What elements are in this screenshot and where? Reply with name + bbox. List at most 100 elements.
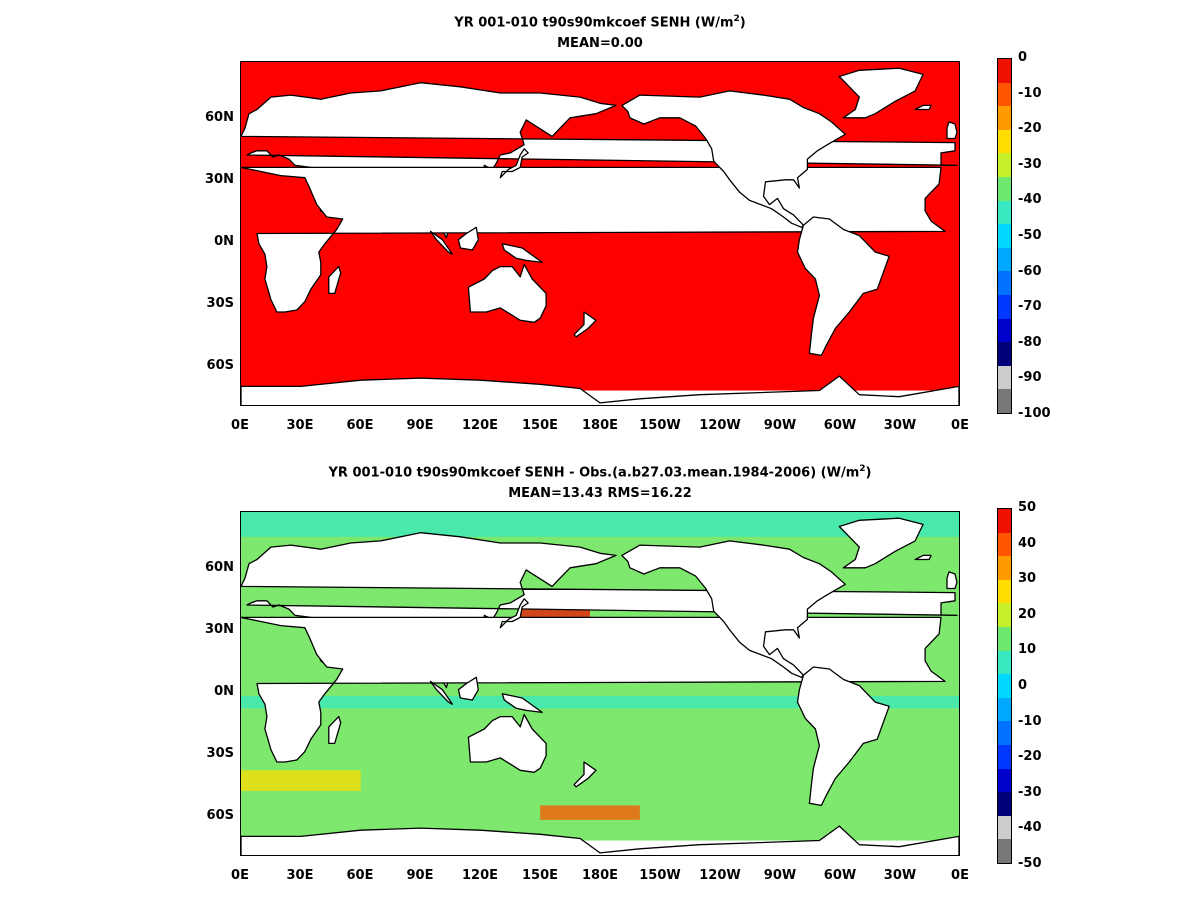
land-australia <box>467 263 547 323</box>
panel-title: YR 001-010 t90s90mkcoef SENH (W/m2) <box>454 14 746 31</box>
lon-tick-label: 120E <box>461 868 499 883</box>
colorbar-tick-label: -10 <box>1018 85 1042 101</box>
land-greenland <box>838 67 924 119</box>
lon-tick-label: 30E <box>286 418 314 433</box>
colorbar-segment <box>998 365 1011 390</box>
lat-tick-label: 30S <box>206 295 234 311</box>
lon-tick-label: 150W <box>639 868 681 883</box>
colorbar-segment <box>998 627 1011 652</box>
lon-tick-label: 180E <box>581 868 619 883</box>
land-sumatra <box>429 230 454 255</box>
land-japan <box>499 598 529 629</box>
lon-tick-label: 0E <box>951 418 969 433</box>
land-new-guinea <box>501 693 543 714</box>
land-uk <box>946 121 958 140</box>
colorbar-segment <box>998 177 1011 202</box>
colorbar-tick-label: 30 <box>1018 571 1037 587</box>
land-madagascar <box>328 715 342 745</box>
lat-tick-label: 60S <box>206 807 234 823</box>
lon-tick-label: 120E <box>461 418 499 433</box>
lon-tick-label: 120W <box>699 868 741 883</box>
colorbar-tick-label: -40 <box>1018 192 1042 208</box>
land-south-america <box>796 216 890 357</box>
colorbar-segment <box>998 82 1011 107</box>
colorbar-segment <box>998 674 1011 699</box>
colorbar-tick-label: -100 <box>1018 406 1051 421</box>
lat-tick-label: 0N <box>214 233 234 249</box>
colorbar-tick-label: 10 <box>1018 642 1037 658</box>
colorbar-tick-label: -70 <box>1018 299 1042 315</box>
land-borneo <box>457 676 479 701</box>
land-south-america <box>796 666 890 807</box>
lon-tick-label: 30W <box>883 868 917 883</box>
colorbar-tick-label: -90 <box>1018 370 1042 386</box>
land-iceland <box>914 554 932 561</box>
lon-tick-label: 150E <box>521 418 559 433</box>
lon-tick-label: 150E <box>521 868 559 883</box>
colorbar-segment <box>998 697 1011 722</box>
colorbar-segment <box>998 839 1011 864</box>
map-frame <box>240 61 960 406</box>
lon-tick-label: 120W <box>699 418 741 433</box>
colorbar-segment <box>998 129 1011 154</box>
land-uk <box>946 571 958 590</box>
colorbar-tick-label: 50 <box>1018 500 1037 515</box>
equatorial-band <box>241 695 959 709</box>
colorbar-segment <box>998 650 1011 675</box>
land-antarctica <box>241 375 959 405</box>
panel-stats: MEAN=13.43 RMS=16.22 <box>508 486 692 501</box>
lat-tick-label: 0N <box>214 683 234 699</box>
lon-tick-label: 60E <box>346 868 374 883</box>
map-plot <box>241 62 959 405</box>
land-madagascar <box>328 265 342 295</box>
colorbar-tick-label: -30 <box>1018 156 1042 172</box>
colorbar-segment <box>998 532 1011 557</box>
colorbar-segment <box>998 556 1011 581</box>
colorbar-segment <box>998 318 1011 343</box>
colorbar-tick-label: -60 <box>1018 263 1042 279</box>
arctic-band <box>241 512 959 537</box>
lon-tick-label: 90E <box>406 418 434 433</box>
colorbar <box>997 58 1012 414</box>
colorbar-segment <box>998 603 1011 628</box>
colorbar-segment <box>998 200 1011 225</box>
lat-tick-label: 30N <box>205 171 234 187</box>
lat-tick-label: 60S <box>206 357 234 373</box>
map-plot <box>241 512 959 855</box>
lon-tick-label: 60W <box>823 418 857 433</box>
southern-ocean-band <box>540 805 640 820</box>
colorbar-segment <box>998 295 1011 320</box>
panel-difference: YR 001-010 t90s90mkcoef SENH - Obs.(a.b2… <box>0 450 1200 900</box>
land-new-guinea <box>501 243 543 264</box>
lat-tick-label: 30S <box>206 745 234 761</box>
land-japan <box>499 148 529 179</box>
lon-tick-label: 30W <box>883 418 917 433</box>
panel-stats: MEAN=0.00 <box>557 36 643 51</box>
lon-tick-label: 0E <box>951 868 969 883</box>
colorbar-tick-label: 0 <box>1018 50 1028 65</box>
land-new-zealand <box>573 761 597 788</box>
colorbar-segment <box>998 815 1011 840</box>
colorbar-tick-label: -20 <box>1018 749 1042 765</box>
colorbar-tick-label: 40 <box>1018 535 1037 551</box>
lon-tick-label: 0E <box>231 868 249 883</box>
colorbar-segment <box>998 389 1011 414</box>
land-antarctica <box>241 825 959 855</box>
lon-tick-label: 60E <box>346 418 374 433</box>
land-iceland <box>914 104 932 111</box>
lat-tick-label: 60N <box>205 109 234 125</box>
panel-model: YR 001-010 t90s90mkcoef SENH (W/m2) MEAN… <box>205 14 1051 433</box>
colorbar-segment <box>998 768 1011 793</box>
southern-band <box>241 770 361 791</box>
lon-tick-label: 90W <box>763 418 797 433</box>
colorbar-segment <box>998 745 1011 770</box>
colorbar-segment <box>998 271 1011 296</box>
colorbar-tick-label: -20 <box>1018 121 1042 137</box>
colorbar-tick-label: 0 <box>1018 678 1028 693</box>
colorbar-segment <box>998 579 1011 604</box>
land-north-america <box>621 540 846 678</box>
land-new-zealand <box>573 311 597 338</box>
colorbar-tick-label: -80 <box>1018 334 1042 350</box>
colorbar-segment <box>998 153 1011 178</box>
lon-tick-label: 30E <box>286 868 314 883</box>
